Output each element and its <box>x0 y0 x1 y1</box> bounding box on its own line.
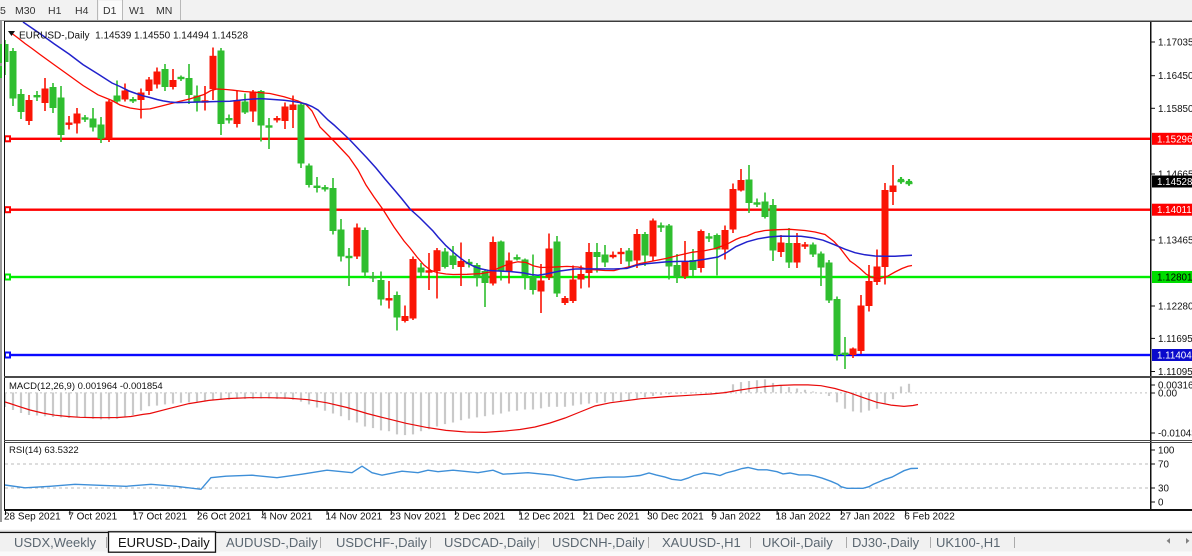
svg-text:UK100-,H1: UK100-,H1 <box>936 535 1000 550</box>
svg-text:DJ30-,Daily: DJ30-,Daily <box>852 535 920 550</box>
svg-text:AUDUSD-,Daily: AUDUSD-,Daily <box>226 535 318 550</box>
svg-text:100: 100 <box>1158 446 1175 457</box>
svg-text:1.14665: 1.14665 <box>1158 170 1192 181</box>
svg-text:1.15850: 1.15850 <box>1158 104 1192 115</box>
svg-text:30: 30 <box>1158 484 1169 495</box>
svg-text:1.12280: 1.12280 <box>1158 302 1192 313</box>
svg-text:MACD(12,26,9) 0.001964 -0.0018: MACD(12,26,9) 0.001964 -0.001854 <box>9 381 163 392</box>
svg-text:1.14011: 1.14011 <box>1157 205 1192 216</box>
svg-text:1.11695: 1.11695 <box>1158 334 1192 345</box>
svg-text:26 Oct 2021: 26 Oct 2021 <box>197 512 252 523</box>
svg-text:RSI(14) 63.5322: RSI(14) 63.5322 <box>9 445 79 456</box>
svg-text:21 Dec 2021: 21 Dec 2021 <box>583 512 640 523</box>
svg-text:6 Feb 2022: 6 Feb 2022 <box>904 512 955 523</box>
svg-text:USDX,Weekly: USDX,Weekly <box>14 535 97 550</box>
svg-text:0: 0 <box>1158 498 1164 509</box>
svg-text:XAUUSD-,H1: XAUUSD-,H1 <box>662 535 741 550</box>
svg-text:1.14528: 1.14528 <box>1157 177 1192 188</box>
svg-text:70: 70 <box>1158 460 1169 471</box>
svg-text:7 Oct 2021: 7 Oct 2021 <box>68 512 117 523</box>
svg-text:5: 5 <box>0 5 6 17</box>
svg-text:1.13465: 1.13465 <box>1158 236 1192 247</box>
svg-text:18 Jan 2022: 18 Jan 2022 <box>776 512 831 523</box>
svg-text:EURUSD-,Daily: EURUSD-,Daily <box>118 535 210 550</box>
svg-text:H4: H4 <box>75 5 89 17</box>
svg-text:9 Jan 2022: 9 Jan 2022 <box>711 512 761 523</box>
svg-text:1.17035: 1.17035 <box>1158 38 1192 49</box>
svg-text:1.11404: 1.11404 <box>1157 351 1192 362</box>
svg-text:28 Sep 2021: 28 Sep 2021 <box>4 512 61 523</box>
svg-text:D1: D1 <box>103 5 117 17</box>
svg-text:30 Dec 2021: 30 Dec 2021 <box>647 512 704 523</box>
svg-text:W1: W1 <box>129 5 145 17</box>
svg-text:0.00: 0.00 <box>1158 389 1178 400</box>
svg-text:MN: MN <box>156 5 172 17</box>
svg-text:0.003165: 0.003165 <box>1158 381 1192 392</box>
svg-text:1.15296: 1.15296 <box>1157 134 1192 145</box>
svg-text:14 Nov 2021: 14 Nov 2021 <box>326 512 383 523</box>
svg-text:1.16450: 1.16450 <box>1158 71 1192 82</box>
svg-text:M30: M30 <box>15 5 36 17</box>
svg-text:USDCNH-,Daily: USDCNH-,Daily <box>552 535 645 550</box>
svg-text:USDCHF-,Daily: USDCHF-,Daily <box>336 535 428 550</box>
svg-text:1.12801: 1.12801 <box>1157 273 1192 284</box>
svg-text:23 Nov 2021: 23 Nov 2021 <box>390 512 447 523</box>
svg-text:2 Dec 2021: 2 Dec 2021 <box>454 512 506 523</box>
svg-text:12 Dec 2021: 12 Dec 2021 <box>518 512 575 523</box>
svg-text:-0.01043: -0.01043 <box>1158 429 1192 440</box>
svg-text:H1: H1 <box>48 5 62 17</box>
svg-text:27 Jan 2022: 27 Jan 2022 <box>840 512 895 523</box>
svg-text:17 Oct 2021: 17 Oct 2021 <box>133 512 188 523</box>
svg-text:UKOil-,Daily: UKOil-,Daily <box>762 535 833 550</box>
svg-text:USDCAD-,Daily: USDCAD-,Daily <box>444 535 536 550</box>
svg-text:1.11095: 1.11095 <box>1158 367 1192 378</box>
svg-text:4 Nov 2021: 4 Nov 2021 <box>261 512 313 523</box>
svg-text:EURUSD-,Daily 1.14539 1.14550: EURUSD-,Daily 1.14539 1.14550 1.14494 1.… <box>19 31 248 42</box>
